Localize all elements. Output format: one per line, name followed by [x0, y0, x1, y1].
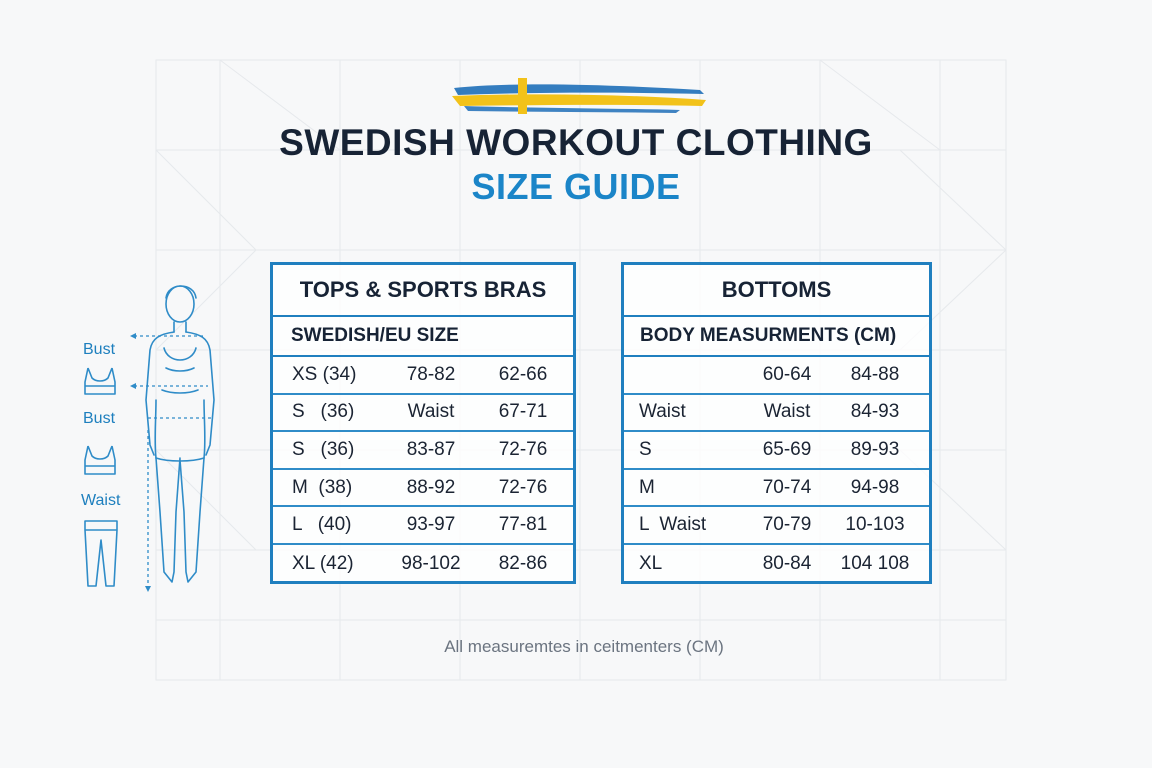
sports-bra-icon-2: [84, 445, 116, 475]
waist-cell: 62-66: [498, 363, 548, 385]
bust-cell: 88-92: [406, 476, 456, 498]
swedish-flag-brushstroke: [452, 78, 706, 114]
bust-cell: 93-97: [406, 514, 456, 536]
tops-table-title: TOPS & SPORTS BRAS: [273, 265, 573, 317]
table-row: M 70-74 94-98: [624, 470, 929, 508]
table-row: S (36) 83-87 72-76: [273, 432, 573, 470]
hip-cell: 10-103: [845, 514, 905, 536]
size-cell: XS (34): [292, 363, 357, 385]
hip-cell: 89-93: [850, 438, 900, 460]
waist-cell: 72-76: [498, 476, 548, 498]
size-cell: S (36): [292, 401, 355, 423]
bottoms-table-subheader: BODY MEASURMENTS (CM): [624, 317, 929, 357]
table-row: XL 80-84 104 108: [624, 545, 929, 583]
table-row: S 65-69 89-93: [624, 432, 929, 470]
leggings-icon: [84, 520, 118, 587]
waist-cell: 67-71: [498, 401, 548, 423]
size-cell: L Waist: [639, 514, 707, 536]
bottoms-size-table: BOTTOMS BODY MEASURMENTS (CM) 60-64 84-8…: [621, 262, 932, 584]
table-row: Waist Waist 84-93: [624, 395, 929, 433]
bust-cell: 83-87: [406, 438, 456, 460]
body-outline-figure: [130, 285, 215, 592]
measurement-label-waist: Waist: [81, 492, 121, 509]
table-row: L (40) 93-97 77-81: [273, 507, 573, 545]
size-cell: L (40): [292, 514, 352, 536]
waist-cell: 82-86: [498, 552, 548, 574]
waist-cell: 80-84: [762, 552, 812, 574]
size-cell: XL: [639, 552, 663, 574]
waist-cell: Waist: [763, 401, 811, 423]
hip-cell: 104 108: [840, 552, 910, 574]
bust-cell: Waist: [407, 401, 455, 423]
hip-cell: 84-93: [850, 401, 900, 423]
waist-cell: 77-81: [498, 514, 548, 536]
size-cell: S: [639, 438, 652, 460]
table-row: XS (34) 78-82 62-66: [273, 357, 573, 395]
table-row: XL (42) 98-102 82-86: [273, 545, 573, 583]
waist-cell: 70-74: [762, 476, 812, 498]
measurement-label-bust: Bust: [83, 341, 116, 358]
measurement-footnote: All measuremtes in ceitmenters (CM): [444, 637, 724, 656]
bust-cell: 98-102: [401, 552, 461, 574]
size-cell: M (38): [292, 476, 353, 498]
waist-cell: 70-79: [762, 514, 812, 536]
page-subtitle: SIZE GUIDE: [471, 166, 681, 207]
size-cell: XL (42): [292, 552, 354, 574]
table-row: S (36) Waist 67-71: [273, 395, 573, 433]
measurement-label-bust-2: Bust: [83, 410, 116, 427]
table-row: M (38) 88-92 72-76: [273, 470, 573, 508]
sports-bra-icon: [84, 367, 116, 395]
size-cell: Waist: [639, 401, 686, 423]
bottoms-table-title: BOTTOMS: [624, 265, 929, 317]
tops-size-table: TOPS & SPORTS BRAS SWEDISH/EU SIZE XS (3…: [270, 262, 576, 584]
bust-cell: 78-82: [406, 363, 456, 385]
hip-cell: 84-88: [850, 363, 900, 385]
hip-cell: 94-98: [850, 476, 900, 498]
tops-table-subheader: SWEDISH/EU SIZE: [273, 317, 573, 357]
table-row: L Waist 70-79 10-103: [624, 507, 929, 545]
size-cell: S (36): [292, 438, 355, 460]
waist-cell: 60-64: [762, 363, 812, 385]
size-cell: M: [639, 476, 655, 498]
waist-cell: 65-69: [762, 438, 812, 460]
table-row: 60-64 84-88: [624, 357, 929, 395]
page-title: SWEDISH WORKOUT CLOTHING: [279, 122, 873, 163]
waist-cell: 72-76: [498, 438, 548, 460]
